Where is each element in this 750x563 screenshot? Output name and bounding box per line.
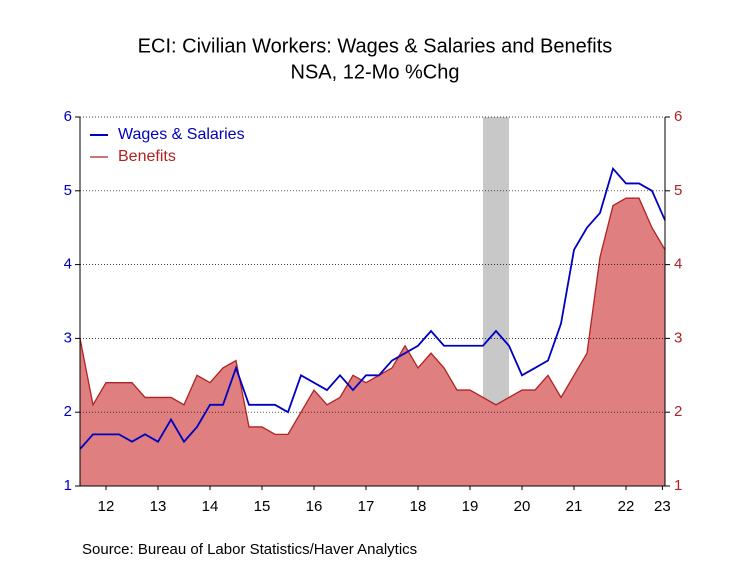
y-tick-label: 6	[64, 108, 72, 125]
benefits-line	[79, 197, 666, 435]
x-tick-label: 16	[306, 498, 323, 515]
source-note: Source: Bureau of Labor Statistics/Haver…	[82, 541, 417, 558]
y-tick-label: 3	[64, 329, 72, 346]
x-tick-label: 19	[462, 498, 479, 515]
y-tick-label: 4	[64, 256, 72, 273]
x-tick-label: 13	[150, 498, 167, 515]
x-tick-label: 18	[410, 498, 427, 515]
x-tick-label: 22	[618, 498, 635, 515]
y2-tick-label: 6	[674, 108, 682, 125]
wages-line	[79, 166, 666, 450]
legend-label: Wages & Salaries	[118, 126, 245, 143]
y2-tick-label: 4	[674, 256, 682, 273]
chart-subtitle: NSA, 12-Mo %Chg	[291, 61, 460, 83]
y2-tick-label: 5	[674, 182, 682, 199]
y-tick-label: 5	[64, 182, 72, 199]
benefits-area	[80, 198, 665, 486]
x-tick-label: 21	[566, 498, 583, 515]
y-tick-label: 1	[64, 477, 72, 494]
legend-label: Benefits	[118, 148, 176, 165]
x-tick-label: 20	[514, 498, 531, 515]
x-tick-label: 15	[254, 498, 271, 515]
y-tick-label: 2	[64, 403, 72, 420]
chart-title: ECI: Civilian Workers: Wages & Salaries …	[138, 35, 613, 57]
y2-tick-label: 2	[674, 403, 682, 420]
x-tick-label: 12	[98, 498, 115, 515]
x-tick-label: 17	[358, 498, 375, 515]
y2-tick-label: 1	[674, 477, 682, 494]
x-tick-label: 14	[202, 498, 219, 515]
y2-tick-label: 3	[674, 329, 682, 346]
x-tick-label: 23	[654, 498, 671, 515]
